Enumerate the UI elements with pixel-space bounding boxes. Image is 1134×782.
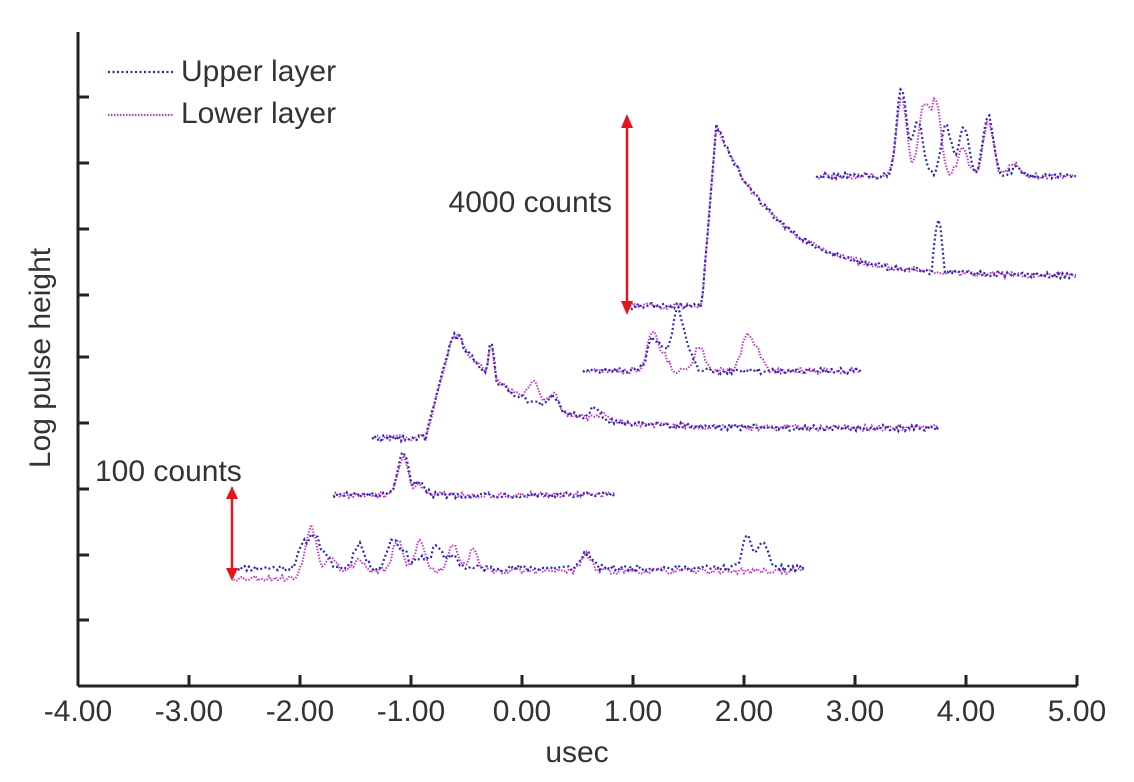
series-line-upper-4 [627, 123, 1076, 311]
arrowhead-up-icon [226, 486, 238, 499]
series-upper-layer [233, 87, 1076, 574]
series-line-lower-0 [232, 521, 805, 583]
series-line-upper-5 [815, 87, 1076, 182]
series-line-upper-1 [332, 450, 616, 501]
series-line-lower-2 [371, 333, 940, 445]
x-tick-label: -2.00 [266, 695, 334, 728]
y-axis-label: Log pulse height [24, 247, 57, 468]
arrowhead-down-icon [226, 568, 238, 581]
x-axis-label: usec [545, 736, 608, 769]
series-line-lower-3 [582, 330, 861, 377]
x-tick-label: 3.00 [826, 695, 884, 728]
series-line-upper-2 [371, 330, 940, 445]
series-line-upper-0 [233, 532, 805, 574]
x-tick-label: -3.00 [155, 695, 223, 728]
x-tick-label: 5.00 [1048, 695, 1106, 728]
annotation-label-100: 100 counts [95, 455, 242, 488]
series-line-lower-5 [815, 96, 1077, 181]
series-lower-layer [232, 96, 1077, 583]
x-tick-label: -4.00 [44, 695, 112, 728]
legend: Upper layer Lower layer [108, 55, 336, 130]
legend-label-upper: Upper layer [181, 55, 336, 88]
legend-label-lower: Lower layer [181, 97, 336, 130]
y-ticks [78, 95, 89, 622]
arrowhead-up-icon [621, 114, 633, 128]
x-tick-label: 0.00 [493, 695, 551, 728]
annotation-100-counts: 100 counts [95, 455, 242, 581]
arrowhead-down-icon [621, 301, 633, 315]
x-tick-label: 4.00 [937, 695, 995, 728]
x-tick-label: -1.00 [377, 695, 445, 728]
x-ticks [76, 675, 1079, 686]
annotation-label-4000: 4000 counts [449, 186, 612, 219]
series-line-lower-1 [332, 453, 616, 501]
x-tick-labels: -4.00 -3.00 -2.00 -1.00 0.00 1.00 2.00 3.00 4.00… [44, 695, 1106, 728]
x-tick-label: 2.00 [715, 695, 773, 728]
series-line-lower-4 [627, 121, 1077, 310]
annotation-4000-counts: 4000 counts [449, 114, 633, 315]
x-tick-label: 1.00 [604, 695, 662, 728]
series-line-upper-3 [582, 304, 862, 377]
